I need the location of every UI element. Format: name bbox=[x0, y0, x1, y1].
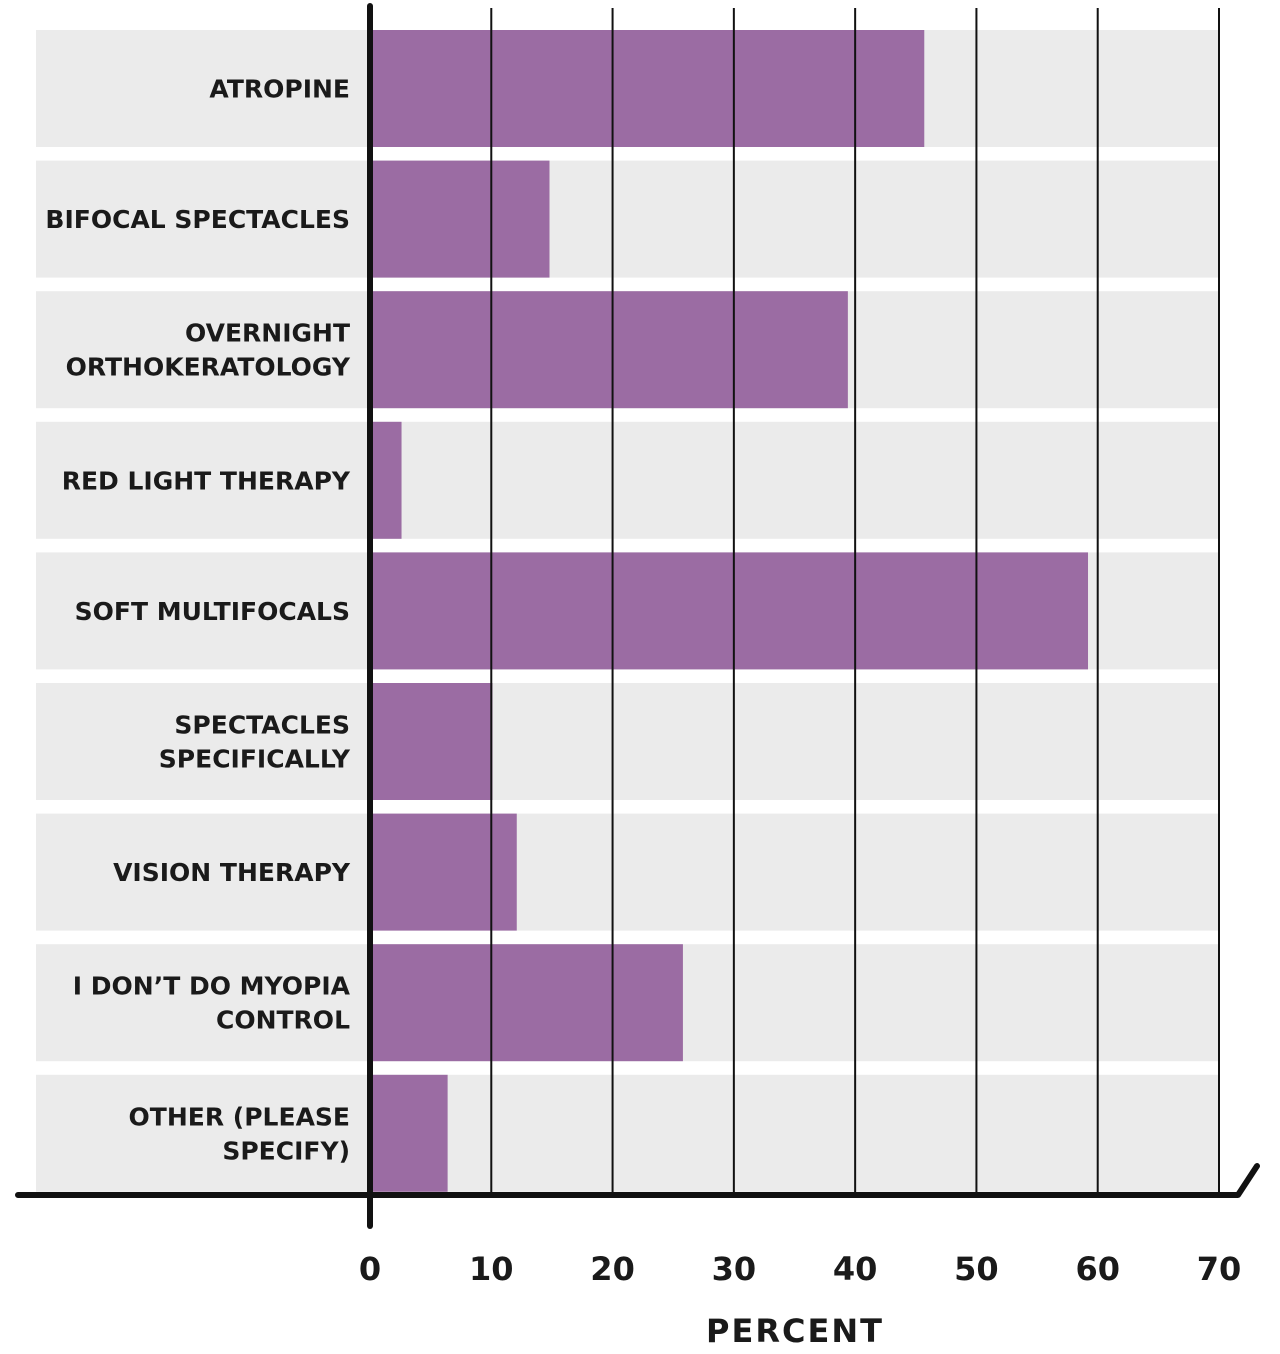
tick-label: 40 bbox=[833, 1250, 878, 1288]
bar bbox=[370, 160, 550, 278]
category-label-line: CONTROL bbox=[216, 1006, 350, 1035]
category-label-line: OVERNIGHT bbox=[185, 319, 350, 348]
category-label: BIFOCAL SPECTACLES bbox=[45, 205, 350, 234]
bar bbox=[370, 1074, 448, 1192]
row-band bbox=[36, 683, 1219, 800]
category-label: ATROPINE bbox=[209, 75, 350, 104]
bar bbox=[370, 813, 517, 931]
row-band bbox=[36, 160, 1219, 278]
category-label-line: BIFOCAL SPECTACLES bbox=[45, 205, 350, 234]
tick-label: 50 bbox=[954, 1250, 999, 1288]
category-label: VISION THERAPY bbox=[113, 858, 351, 887]
tick-label: 10 bbox=[469, 1250, 514, 1288]
category-label: OVERNIGHT ORTHOKERATOLOGY bbox=[66, 319, 351, 382]
bar bbox=[370, 944, 683, 1062]
row-band bbox=[36, 421, 1219, 539]
x-axis-title: PERCENT bbox=[706, 1312, 884, 1350]
tick-label: 0 bbox=[359, 1250, 381, 1288]
category-label: SOFT MULTIFOCALS bbox=[75, 597, 350, 626]
row-band bbox=[36, 1074, 1219, 1192]
category-label-line: RED LIGHT THERAPY bbox=[62, 466, 351, 495]
bars bbox=[370, 30, 1089, 1192]
bar bbox=[370, 552, 1089, 670]
category-label-line: VISION THERAPY bbox=[113, 858, 351, 887]
category-label: OTHER (PLEASE SPECIFY) bbox=[129, 1102, 350, 1165]
bar bbox=[370, 291, 848, 409]
category-labels: ATROPINE BIFOCAL SPECTACLES OVERNIGHT ORTHO… bbox=[45, 75, 350, 1166]
category-label-line: ATROPINE bbox=[209, 75, 350, 104]
category-label-line: SPECIFY) bbox=[222, 1136, 350, 1165]
category-label: I DON’T DO MYOPIA CONTROL bbox=[73, 972, 351, 1035]
category-label: RED LIGHT THERAPY bbox=[62, 466, 351, 495]
tick-label: 60 bbox=[1075, 1250, 1120, 1288]
tick-label: 20 bbox=[590, 1250, 635, 1288]
category-label-line: SPECIFICALLY bbox=[159, 745, 351, 774]
tick-label: 30 bbox=[712, 1250, 757, 1288]
category-label-line: SPECTACLES bbox=[174, 711, 350, 740]
x-axis-line bbox=[15, 1163, 1260, 1198]
tick-label: 70 bbox=[1197, 1250, 1242, 1288]
row-band bbox=[36, 813, 1219, 931]
category-label-line: I DON’T DO MYOPIA bbox=[73, 972, 351, 1001]
category-label-line: ORTHOKERATOLOGY bbox=[66, 353, 351, 382]
bar bbox=[370, 30, 925, 147]
category-label-line: OTHER (PLEASE bbox=[129, 1102, 350, 1131]
axes bbox=[15, 3, 1260, 1229]
category-label-line: SOFT MULTIFOCALS bbox=[75, 597, 350, 626]
tick-labels: 0 10 20 30 40 50 60 70 bbox=[359, 1250, 1241, 1288]
gridlines bbox=[490, 8, 1220, 1195]
bar bbox=[370, 421, 402, 539]
category-label: SPECTACLES SPECIFICALLY bbox=[159, 711, 351, 774]
bar bbox=[370, 683, 493, 800]
